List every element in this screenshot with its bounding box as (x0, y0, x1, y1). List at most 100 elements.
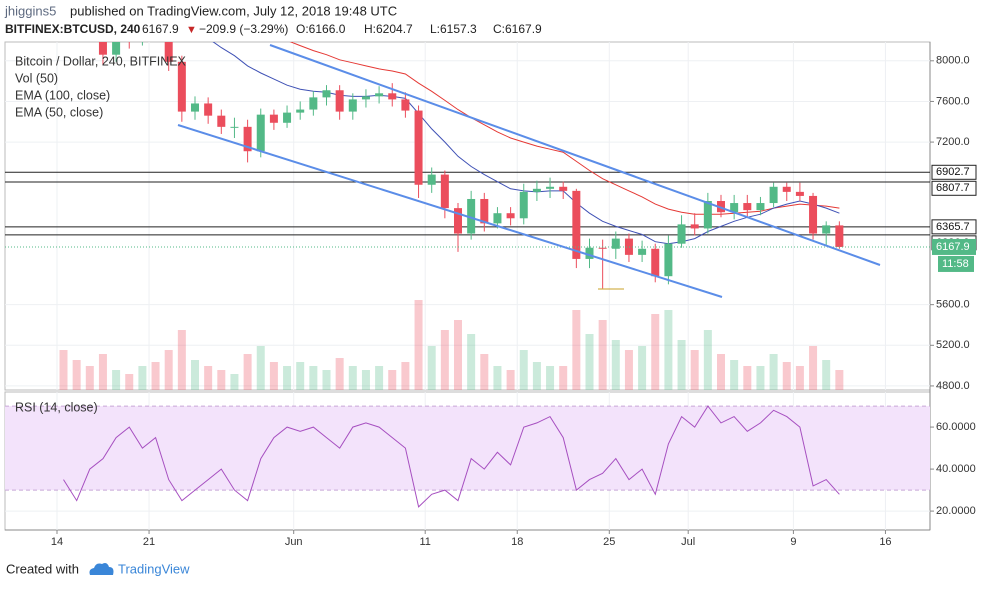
level-badge (931, 180, 977, 196)
candle-body (191, 103, 199, 112)
candle-body (217, 115, 226, 127)
candle-body (164, 42, 173, 62)
candle-body (256, 114, 265, 152)
volume-bar (611, 340, 620, 390)
volume-bar (348, 366, 357, 390)
x-tick-label: 16 (879, 536, 891, 548)
x-tick-label: 11 (419, 536, 430, 548)
countdown-label: 11:58 (942, 258, 969, 270)
volume-bar (309, 366, 318, 390)
x-tick-label: 9 (790, 536, 796, 548)
volume-bar (98, 354, 107, 390)
volume-bar (440, 330, 449, 390)
candle-body (440, 174, 449, 209)
candle-body (559, 186, 568, 191)
volume-bar (638, 346, 647, 390)
candle-body (414, 110, 423, 185)
volume-bar (769, 354, 778, 390)
volume-bar (112, 370, 121, 390)
volume (59, 300, 844, 390)
volume-bar (322, 370, 331, 390)
last-price-badge (932, 238, 976, 255)
x-tick-label: 25 (603, 536, 615, 548)
candle-body (269, 114, 278, 123)
countdown-badge (938, 255, 974, 272)
legend-entry: EMA (100, close) (15, 88, 110, 102)
candle-body (335, 90, 344, 112)
candle-body (598, 247, 607, 249)
candle-body (388, 93, 397, 100)
volume-bar (59, 350, 68, 390)
volume-bar (717, 354, 725, 390)
candle-body (480, 198, 489, 224)
y-tick-label: 5600.0 (936, 299, 970, 311)
candle-body (309, 97, 318, 110)
volume-bar (256, 346, 265, 390)
logo (89, 563, 114, 575)
change-arrow: ▼ (186, 24, 197, 36)
volume-bar (572, 310, 581, 390)
volume-bar (651, 314, 660, 390)
volume-bar (296, 362, 305, 390)
legend-entry: Bitcoin / Dollar, 240, BITFINEX (15, 54, 187, 68)
candle-body (532, 188, 541, 192)
volume-bar (269, 362, 278, 390)
candle-body (809, 195, 818, 234)
rsi (63, 405, 840, 508)
volume-bar (164, 350, 173, 390)
candle-body (427, 174, 436, 185)
volume-bar (204, 366, 213, 390)
volume-bar (414, 300, 423, 390)
y-tick-label: 40.0000 (936, 463, 976, 475)
footer-brand: TradingView (118, 561, 190, 576)
published: published on TradingView.com, July 12, 2… (70, 3, 397, 18)
level-label: 6902.7 (936, 166, 970, 178)
level-label: 6807.7 (936, 182, 970, 194)
level-badge (931, 219, 977, 235)
legend-entry: EMA (50, close) (15, 105, 103, 119)
candle-body (519, 191, 528, 219)
level-badge (931, 164, 977, 180)
volume-bar (480, 354, 489, 390)
volume-bar (191, 360, 199, 390)
volume-bar (703, 330, 712, 390)
y-tick-label: 7200.0 (936, 136, 970, 148)
layers: 8000.0 7600.0 7200.0 5600.0 5200.0 4800.0 60.0… (5, 42, 977, 548)
volume-bar (427, 346, 436, 390)
volume-bar (361, 370, 370, 390)
ema-line (212, 42, 840, 245)
volume-bar (467, 334, 476, 390)
candle-body (585, 247, 594, 259)
candle-body (506, 213, 515, 219)
volume-bar (335, 358, 344, 390)
trend-lines (177, 44, 881, 298)
candle-body (769, 186, 778, 204)
y-tick-label: 60.0000 (936, 421, 976, 433)
candle-body (611, 238, 620, 249)
candle-body (348, 99, 357, 112)
volume-bar (730, 360, 739, 390)
volume-bar (532, 362, 541, 390)
candle-body (822, 225, 831, 234)
volume-bar (217, 370, 226, 390)
candle-body (177, 61, 186, 112)
volume-bar (506, 370, 515, 390)
candle-body (243, 126, 252, 152)
candle-body (230, 126, 239, 128)
x-tick-label: 14 (51, 536, 63, 548)
volume-bar (388, 370, 397, 390)
legend-entry: Vol (50) (15, 71, 58, 85)
volume-bar (743, 366, 752, 390)
candle-body (677, 224, 686, 244)
level-label: 6365.7 (936, 221, 970, 233)
volume-bar (624, 350, 633, 390)
last-price: 6167.9 (142, 22, 179, 36)
volume-bar (546, 366, 555, 390)
volume-bar (598, 320, 607, 390)
volume-bar (782, 362, 791, 390)
rsi-band (5, 406, 930, 491)
y-tick-label: 7600.0 (936, 95, 970, 107)
rsi-line (63, 405, 840, 508)
